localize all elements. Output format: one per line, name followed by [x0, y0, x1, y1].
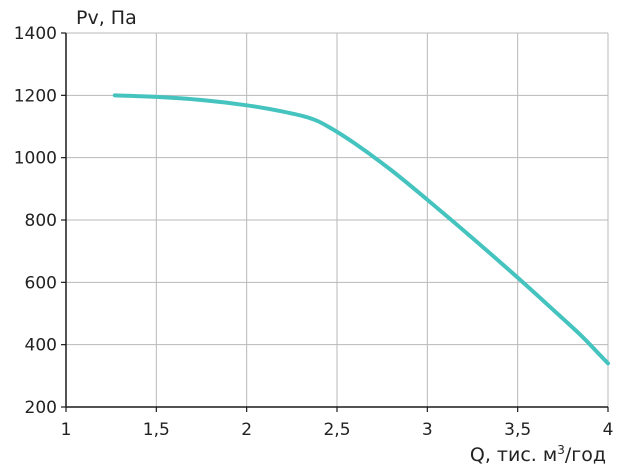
x-axis-label-suffix: /год — [565, 444, 606, 466]
y-tick-label: 400 — [25, 336, 57, 356]
y-tick-label: 1000 — [14, 149, 57, 169]
x-tick-label: 1 — [61, 420, 72, 440]
x-axis-label-superscript: 3 — [557, 443, 565, 457]
x-tick-label: 2 — [241, 420, 252, 440]
tick-labels: 1 1,5 2 2,5 3 3,5 4 200 400 600 800 1000 1200 1400 — [14, 24, 614, 440]
axis-labels: Pv, Па Q, тис. м3/год — [76, 7, 606, 466]
y-tick-label: 600 — [25, 273, 57, 293]
y-tick-label: 200 — [25, 398, 57, 418]
x-tick-label: 3,5 — [504, 420, 531, 440]
y-tick-label: 1200 — [14, 86, 57, 106]
series-line — [112, 93, 610, 366]
x-axis-label: Q, тис. м3/год — [470, 443, 606, 466]
axes — [61, 32, 609, 412]
x-tick-label: 4 — [603, 420, 614, 440]
x-tick-label: 1,5 — [143, 420, 170, 440]
grid-lines — [66, 32, 609, 407]
y-axis-label: Pv, Па — [76, 7, 137, 29]
x-tick-label: 2,5 — [323, 420, 350, 440]
x-tick-label: 3 — [422, 420, 433, 440]
data-series — [112, 93, 610, 366]
y-tick-label: 1400 — [14, 24, 57, 44]
y-tick-label: 800 — [25, 211, 57, 231]
x-axis-label-prefix: Q, тис. м — [470, 444, 557, 466]
